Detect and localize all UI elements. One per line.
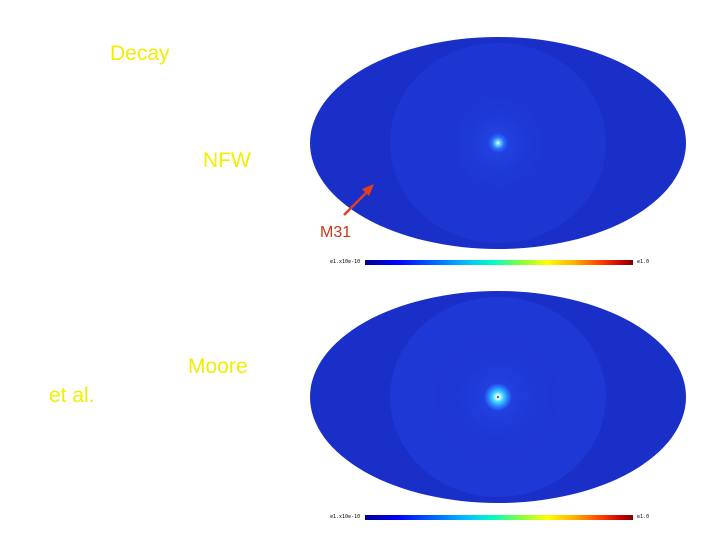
et-al-label: et al. (49, 384, 95, 407)
nfw-label: NFW (203, 149, 251, 172)
decay-label: Decay (110, 42, 170, 65)
nfw-colorbar-min: e1.x10e-10 (330, 259, 361, 265)
nfw-colorbar (365, 260, 633, 265)
moore-colorbar (365, 515, 633, 520)
m31-arrow (343, 184, 374, 216)
moore-label: Moore (188, 355, 248, 378)
nfw-colorbar-max: e1.0 (637, 259, 650, 265)
m31-label: M31 (320, 224, 352, 241)
moore-colorbar-max: e1.0 (637, 514, 650, 520)
moore-colorbar-min: e1.x10e-10 (330, 514, 361, 520)
moore-sky-map (310, 291, 686, 503)
nfw-sky-map (310, 37, 686, 249)
